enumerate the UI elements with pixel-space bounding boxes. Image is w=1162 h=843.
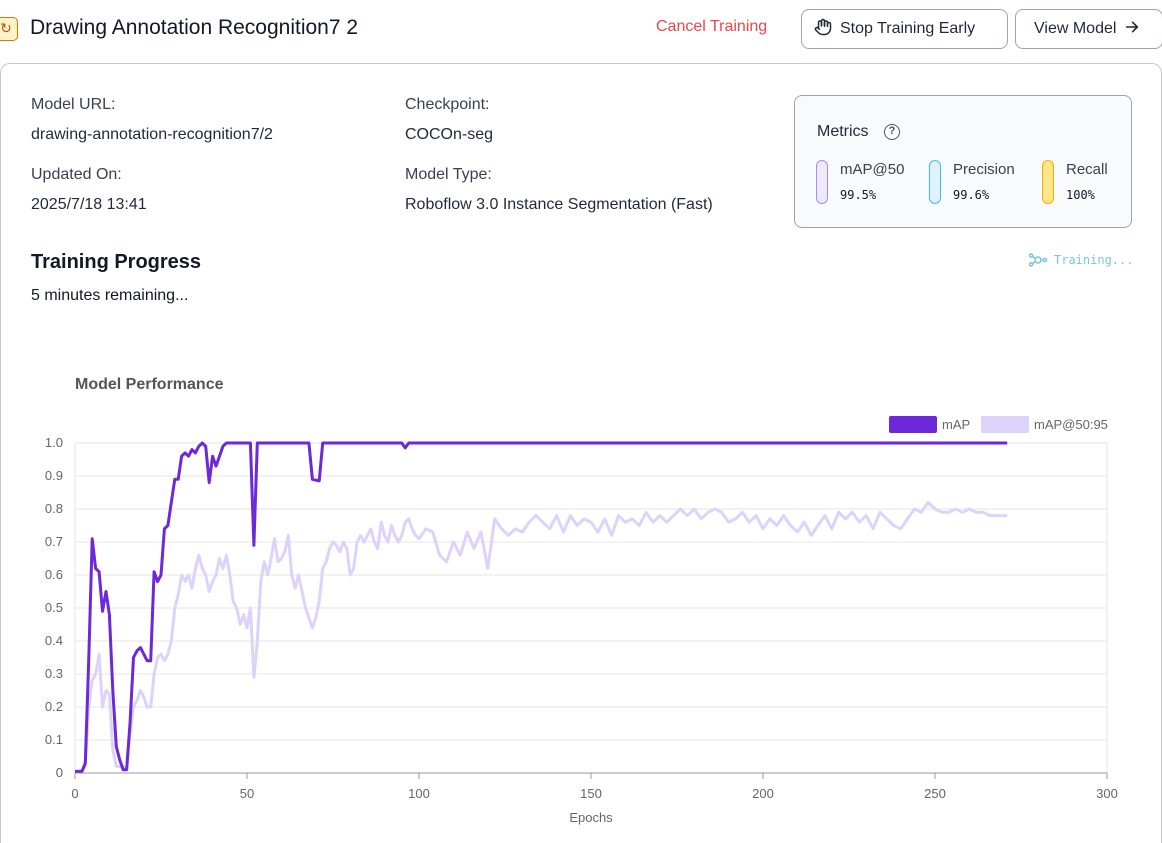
metric-pill xyxy=(816,160,828,204)
x-tick-label: 100 xyxy=(408,786,430,801)
x-tick-label: 150 xyxy=(580,786,602,801)
x-axis-label: Epochs xyxy=(569,810,613,825)
hand-icon xyxy=(814,18,832,41)
legend-swatch xyxy=(889,416,937,433)
y-tick-label: 0.1 xyxy=(45,732,63,747)
y-tick-label: 0 xyxy=(56,765,63,780)
arrow-right-icon xyxy=(1124,19,1140,40)
model-performance-chart: Model Performance 0 0.1 0.2 0.3 0.4 0.5 0.6 0.7… xyxy=(45,376,1118,825)
x-tick-label: 50 xyxy=(240,786,254,801)
stop-training-early-button[interactable]: Stop Training Early xyxy=(801,9,1008,49)
view-model-button[interactable]: View Model xyxy=(1015,9,1162,49)
series-line-map-50-95 xyxy=(75,500,1008,773)
x-tick-label: 200 xyxy=(752,786,774,801)
metric-value: 99.5% xyxy=(840,188,877,202)
stop-training-early-label: Stop Training Early xyxy=(840,20,976,37)
y-tick-label: 0.5 xyxy=(45,600,63,615)
metrics-panel: Metrics ? mAP@50 99.5% Precision 99.6% R… xyxy=(794,95,1132,228)
metric-value: 100% xyxy=(1066,188,1095,202)
refresh-icon: ↻ xyxy=(0,17,18,41)
model-type-label: Model Type: xyxy=(405,166,492,183)
x-tick-label: 250 xyxy=(924,786,946,801)
legend-swatch xyxy=(981,416,1029,433)
header: ↻ Drawing Annotation Recognition7 2 Canc… xyxy=(0,0,1162,62)
view-model-label: View Model xyxy=(1034,20,1117,37)
updated-on-label: Updated On: xyxy=(31,166,122,183)
help-icon[interactable]: ? xyxy=(884,124,900,140)
training-spinner-icon xyxy=(1028,253,1048,267)
metric-pill xyxy=(929,160,941,204)
time-remaining: 5 minutes remaining... xyxy=(31,287,189,304)
model-url-value: drawing-annotation-recognition7/2 xyxy=(31,126,273,143)
page-title: Drawing Annotation Recognition7 2 xyxy=(30,16,359,39)
training-progress-title: Training Progress xyxy=(31,251,202,273)
metric-label: mAP@50 xyxy=(840,161,905,178)
metric-label: Recall xyxy=(1066,161,1108,178)
chart-title: Model Performance xyxy=(75,376,224,393)
y-tick-label: 0.7 xyxy=(45,534,63,549)
y-tick-label: 0.9 xyxy=(45,468,63,483)
series-line-map xyxy=(75,441,1008,773)
model-type-value: Roboflow 3.0 Instance Segmentation (Fast… xyxy=(405,196,713,213)
checkpoint-label: Checkpoint: xyxy=(405,96,490,113)
model-url-label: Model URL: xyxy=(31,96,116,113)
legend-label: mAP xyxy=(942,417,970,432)
y-tick-label: 0.2 xyxy=(45,699,63,714)
y-tick-label: 0.6 xyxy=(45,567,63,582)
y-tick-label: 0.3 xyxy=(45,666,63,681)
x-tick-label: 300 xyxy=(1096,786,1118,801)
training-status-label: Training... xyxy=(1054,253,1134,267)
metric-label: Precision xyxy=(953,161,1015,178)
checkpoint-value: COCOn-seg xyxy=(405,126,494,143)
updated-on-value: 2025/7/18 13:41 xyxy=(31,196,147,213)
metrics-title: Metrics xyxy=(817,123,869,140)
metric-pill xyxy=(1042,160,1054,204)
y-tick-label: 0.4 xyxy=(45,633,63,648)
metric-value: 99.6% xyxy=(953,188,990,202)
y-tick-label: 1.0 xyxy=(45,435,63,450)
cancel-training-button[interactable]: Cancel Training xyxy=(656,18,768,35)
legend-label: mAP@50:95 xyxy=(1034,417,1108,432)
x-tick-label: 0 xyxy=(71,786,78,801)
y-tick-label: 0.8 xyxy=(45,501,63,516)
training-status: Training... xyxy=(1028,253,1133,267)
